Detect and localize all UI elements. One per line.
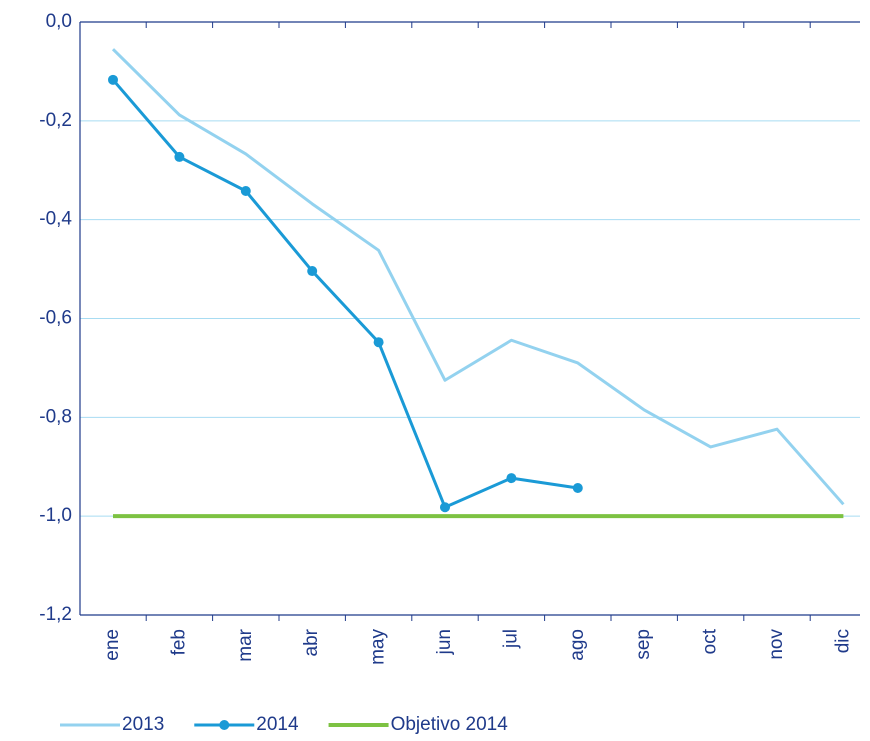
point — [440, 502, 450, 513]
y-tick-label: -1,2 — [39, 604, 72, 625]
point — [240, 186, 251, 197]
series-line — [111, 48, 845, 506]
point — [174, 151, 185, 162]
point — [108, 74, 118, 85]
y-tick-label: -1,0 — [39, 505, 72, 526]
legend-marker — [219, 720, 230, 730]
x-tick-label: feb — [168, 629, 189, 655]
x-tick-label: oct — [700, 628, 721, 654]
point — [307, 266, 318, 277]
x-tick-label: sep — [633, 629, 654, 660]
y-tick-label: -0,2 — [39, 110, 72, 131]
x-tick-label: may — [368, 629, 389, 665]
x-tick-label: mar — [235, 628, 256, 661]
point — [506, 473, 517, 484]
y-tick-label: 0,0 — [46, 11, 72, 32]
x-tick-label: abr — [301, 628, 322, 656]
x-tick-label: ago — [567, 629, 588, 661]
x-tick-label: dic — [832, 629, 853, 653]
y-tick-label: -0,6 — [39, 308, 72, 329]
legend-label: 2013 — [122, 714, 164, 735]
point — [373, 337, 384, 348]
legend-label: Objetivo 2014 — [391, 714, 509, 735]
point — [572, 482, 583, 493]
x-tick-label: jun — [434, 629, 455, 655]
x-tick-label: ene — [102, 629, 123, 661]
y-tick-label: -0,4 — [39, 209, 72, 230]
series-line — [111, 78, 579, 509]
legend-label: 2014 — [256, 714, 299, 735]
x-tick-label: jul — [500, 629, 521, 649]
y-tick-label: -0,8 — [39, 406, 72, 427]
x-tick-label: nov — [766, 629, 787, 660]
